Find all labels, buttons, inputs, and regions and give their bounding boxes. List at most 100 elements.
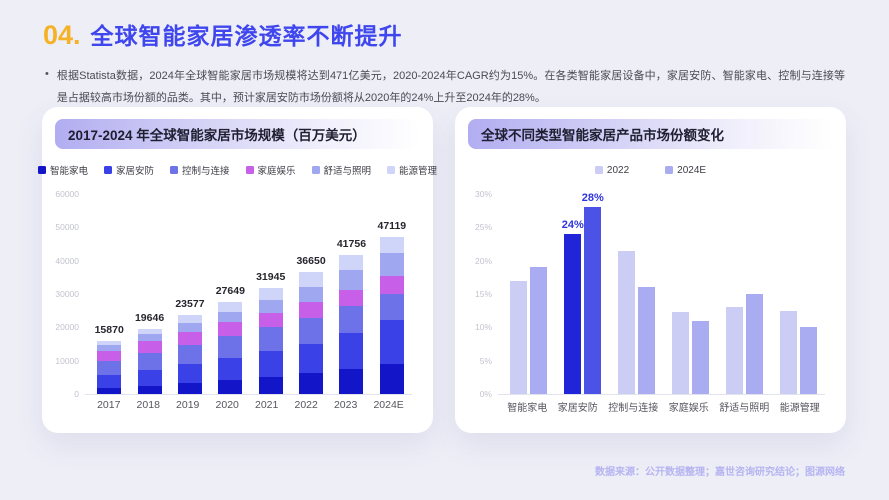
bar-segment	[218, 358, 243, 381]
bar-segment	[299, 373, 324, 394]
legend-label: 家庭娱乐	[257, 166, 296, 177]
y-axis-tick: 25%	[474, 222, 492, 233]
bar-total-label: 19646	[134, 311, 165, 324]
x-axis-label: 家居安防	[557, 403, 598, 414]
y-axis-tick: 10000	[55, 355, 79, 366]
bar	[799, 327, 817, 394]
chart-cards: 2017-2024 年全球智能家居市场规模（百万美元） 智能家电 家居安防 控制与连…	[37, 107, 846, 433]
stacked-bar	[177, 315, 202, 394]
bar-segment	[379, 364, 404, 394]
bar-segment	[258, 376, 283, 394]
bar-column: 23577	[175, 194, 205, 394]
x-axis-label: 控制与连接	[608, 403, 659, 414]
bar-total-label: 31945	[256, 270, 286, 283]
bar-total-label: 27649	[215, 284, 245, 297]
legend-swatch-icon	[387, 166, 396, 174]
x-axis-label: 家庭娱乐	[668, 403, 709, 414]
bar-segment	[258, 299, 283, 313]
bullet-text: 根据Statista数据，2024年全球智能家居市场规模将达到471亿美元，20…	[56, 70, 845, 104]
x-axis-label: 2023	[333, 399, 358, 411]
bar-segment	[177, 323, 202, 332]
legend-item: 家居安防	[103, 163, 154, 177]
legend-label: 能源管理	[399, 166, 438, 177]
bar-segment	[299, 271, 324, 287]
bar-segment	[137, 352, 162, 370]
bar-column: 31945	[256, 194, 286, 394]
stacked-bar	[379, 237, 404, 394]
bar-column: 47119	[378, 194, 406, 394]
bar-segment	[379, 293, 404, 321]
market-size-chart-title: 2017-2024 年全球智能家居市场规模（百万美元）	[55, 119, 420, 149]
bar-segment	[97, 360, 122, 375]
y-axis-tick: 50000	[55, 222, 79, 233]
x-axis-label: 舒适与照明	[719, 403, 770, 414]
bar	[779, 310, 797, 394]
bar-segment	[299, 286, 324, 303]
x-axis-label: 能源管理	[779, 403, 820, 414]
bar-column: 36650	[296, 194, 326, 394]
y-axis: 0 10000 20000 30000 40000 50000 60000	[55, 189, 83, 399]
bar-segment	[299, 317, 324, 344]
bar-group	[510, 194, 548, 394]
bar-segment	[137, 385, 162, 394]
bar: 24%	[562, 219, 584, 394]
bar	[638, 287, 656, 394]
legend-label: 2022	[606, 164, 630, 176]
y-axis-tick: 10%	[474, 322, 492, 333]
y-axis-tick: 15%	[474, 289, 492, 299]
bar-segment	[339, 306, 364, 333]
bar-segment	[339, 254, 364, 271]
bar-segment	[339, 368, 364, 394]
market-size-chart: 0 10000 20000 30000 40000 50000 60000 15870 196…	[55, 186, 420, 426]
legend-item: 2024E	[665, 165, 706, 176]
bar-segment	[177, 383, 202, 394]
x-axis-label: 2022	[294, 399, 318, 411]
bar-total-label: 36650	[296, 254, 326, 267]
legend-item: 舒适与照明	[311, 163, 371, 177]
page-title: 全球智能家居渗透率不断提升	[90, 23, 403, 49]
bar-column: 15870	[95, 194, 124, 394]
bar-total-label: 23577	[175, 298, 205, 311]
bar-segment	[218, 322, 243, 336]
bar-column: 41756	[337, 194, 366, 394]
bar-segment	[218, 301, 243, 312]
bar-segment	[299, 302, 324, 318]
bar-segment	[379, 276, 404, 294]
y-axis: 0% 5% 10% 15% 20% 25% 30%	[468, 189, 496, 399]
legend-swatch-icon	[103, 166, 112, 174]
bar: 28%	[582, 192, 604, 394]
bar-segment	[218, 380, 243, 394]
stacked-bar	[299, 271, 324, 394]
bar-segment	[137, 341, 162, 353]
stacked-bar	[137, 328, 162, 394]
y-axis-tick: 30000	[55, 289, 79, 299]
y-axis-tick: 0%	[479, 389, 492, 399]
y-axis-tick: 5%	[479, 355, 492, 366]
legend-label: 控制与连接	[181, 166, 230, 177]
intro-bullet: • 根据Statista数据，2024年全球智能家居市场规模将达到471亿美元，…	[0, 51, 889, 109]
bar-group: 24% 28%	[562, 192, 604, 394]
legend-swatch-icon	[665, 166, 674, 174]
legend-swatch-icon	[311, 166, 320, 174]
y-axis-tick: 30%	[474, 189, 492, 199]
bar-segment	[258, 287, 283, 300]
legend-label: 家居安防	[115, 166, 154, 177]
x-axis-line	[85, 394, 412, 395]
legend-swatch-icon	[245, 166, 254, 174]
bar-segment	[97, 387, 122, 394]
legend-item: 智能家电	[37, 163, 88, 177]
market-share-chart-title: 全球不同类型智能家居产品市场份额变化	[468, 119, 833, 149]
x-axis-label: 2018	[136, 399, 160, 411]
bar-segment	[97, 350, 122, 361]
bar-segment	[137, 334, 162, 342]
bar-value-label: 24%	[561, 219, 584, 231]
bar-segment	[379, 320, 404, 365]
x-axis-labels: 2017 2018 2019 2020 2021 2022 2023 2024E	[89, 399, 412, 411]
bar-group	[671, 194, 709, 394]
plot-area: 15870 19646 23577 27649 31945 36650 41756 47119…	[85, 194, 412, 411]
data-source-note: 数据来源：公开数据整理；嘉世咨询研究结论；图源网络	[595, 467, 845, 478]
legend-label: 智能家电	[49, 166, 88, 177]
market-size-card: 2017-2024 年全球智能家居市场规模（百万美元） 智能家电 家居安防 控制与连…	[37, 107, 437, 433]
bar-segment	[258, 312, 283, 327]
y-axis-tick: 20%	[474, 255, 492, 266]
